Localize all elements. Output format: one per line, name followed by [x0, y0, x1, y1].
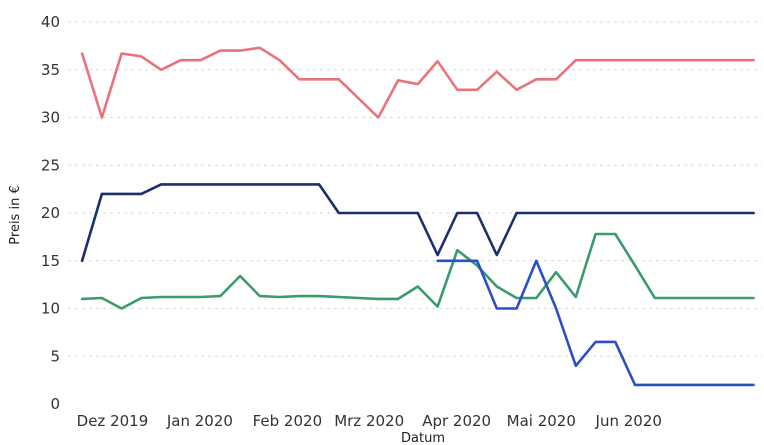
y-tick-label: 15: [41, 252, 60, 270]
x-tick-label: Feb 2020: [253, 412, 323, 430]
y-tick-label: 20: [41, 204, 60, 222]
series-line-1: [80, 46, 755, 119]
y-tick-label: 0: [50, 395, 60, 413]
gridlines: [68, 21, 762, 357]
y-tick-label: 10: [41, 300, 60, 318]
y-tick-label: 40: [41, 13, 60, 31]
series-line-2: [80, 183, 755, 263]
y-axis-title: Preis in €: [8, 185, 23, 244]
y-tick-label: 25: [41, 156, 60, 174]
y-tick-label: 5: [50, 347, 60, 365]
x-tick-label: Jun 2020: [595, 412, 662, 430]
y-axis-ticks: 0 5 10 15 20 25 30 35 40: [41, 13, 60, 413]
y-tick-label: 35: [41, 61, 60, 79]
x-tick-label: Jan 2020: [166, 412, 233, 430]
x-tick-label: Mrz 2020: [334, 412, 404, 430]
x-tick-label: Apr 2020: [422, 412, 491, 430]
series-line-3: [80, 232, 755, 310]
x-tick-label: Dez 2019: [77, 412, 149, 430]
x-tick-label: Mai 2020: [507, 412, 576, 430]
x-axis-title: Datum: [401, 431, 445, 445]
series-line-4: [436, 259, 755, 387]
series-lines: [80, 46, 755, 387]
x-axis-ticks: Dez 2019 Jan 2020 Feb 2020 Mrz 2020 Apr 2020…: [77, 412, 662, 430]
y-tick-label: 30: [41, 109, 60, 127]
